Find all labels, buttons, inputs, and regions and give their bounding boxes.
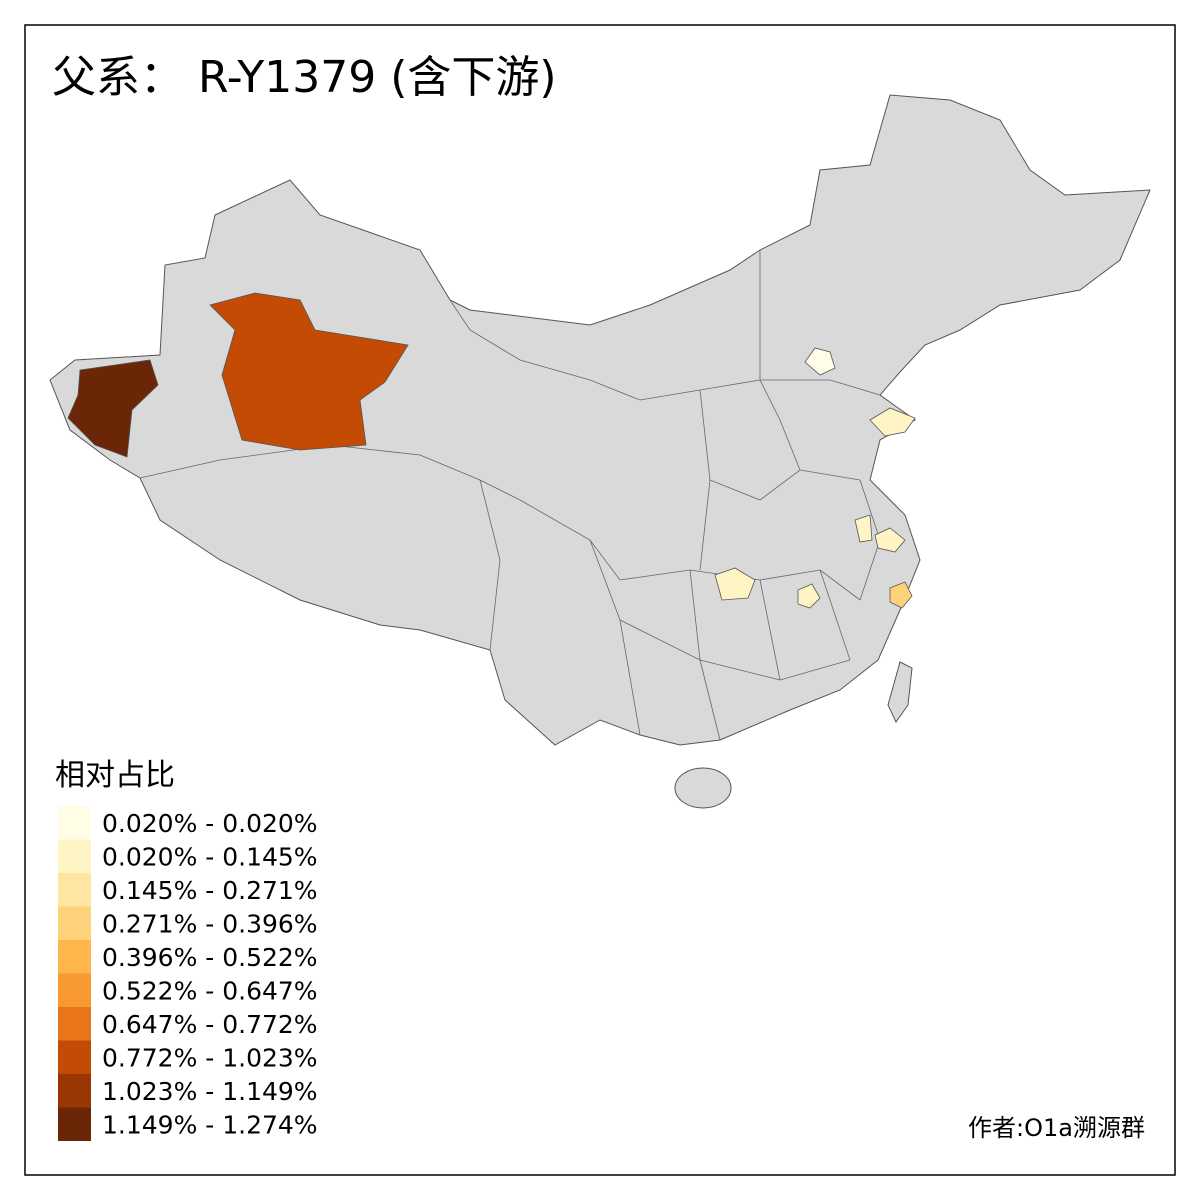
legend: 0.020% - 0.020% 0.020% - 0.145% 0.145% - 0… — [58, 806, 318, 1141]
region-qingdao — [869, 407, 916, 437]
legend-label: 0.145% - 0.271% — [102, 876, 318, 905]
title: 父系： R-Y1379 (含下游) — [52, 52, 557, 103]
legend-label: 0.020% - 0.020% — [102, 809, 318, 838]
region-hubei — [714, 567, 756, 601]
legend-swatch — [58, 806, 91, 840]
region-beijing — [804, 347, 836, 376]
legend-label: 0.772% - 1.023% — [102, 1043, 318, 1072]
legend-label: 0.522% - 0.647% — [102, 976, 318, 1005]
region-high — [209, 292, 409, 451]
legend-label: 1.023% - 1.149% — [102, 1077, 318, 1106]
legend-label: 0.271% - 0.396% — [102, 909, 318, 938]
hainan — [674, 767, 732, 809]
map — [49, 94, 1151, 809]
legend-swatch — [58, 973, 91, 1007]
legend-swatch — [58, 1007, 91, 1041]
legend-label: 1.149% - 1.274% — [102, 1110, 318, 1139]
region-highest — [67, 359, 159, 458]
region-jiangxi — [797, 583, 821, 609]
china-outline — [49, 94, 1151, 746]
legend-swatch — [58, 839, 91, 873]
legend-title: 相对占比 — [55, 758, 175, 793]
legend-swatch — [58, 1040, 91, 1074]
legend-label: 0.396% - 0.522% — [102, 943, 318, 972]
region-nanjing — [854, 514, 873, 543]
legend-swatch — [58, 1074, 91, 1108]
credit: 作者:O1a溯源群 — [968, 1114, 1145, 1142]
legend-swatch — [58, 1107, 91, 1141]
legend-swatch — [58, 873, 91, 907]
taiwan — [887, 661, 913, 723]
legend-swatch — [58, 906, 91, 940]
region-zhejiang — [889, 581, 913, 609]
region-suzhou — [874, 527, 906, 553]
legend-label: 0.647% - 0.772% — [102, 1010, 318, 1039]
province-borders — [139, 250, 881, 741]
legend-swatch — [58, 940, 91, 974]
legend-label: 0.020% - 0.145% — [102, 842, 318, 871]
